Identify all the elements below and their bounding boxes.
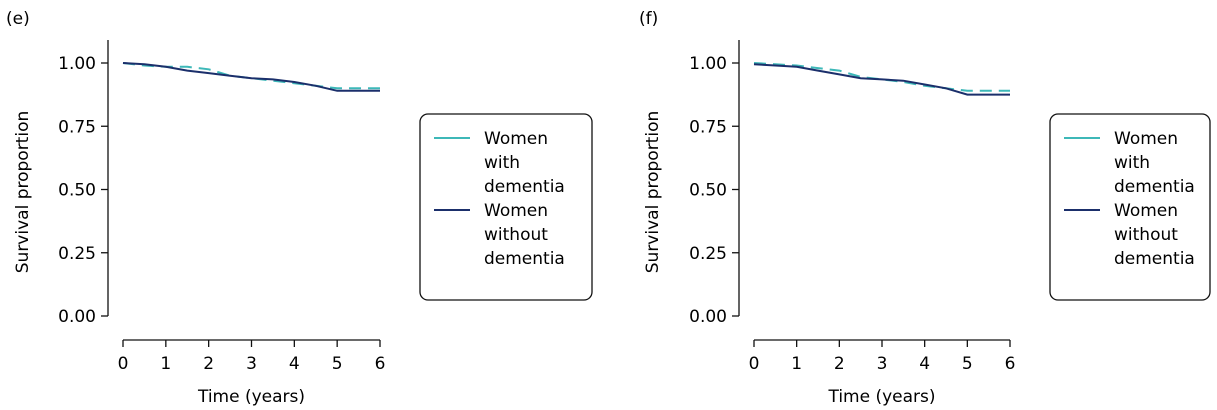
panel-e-x-tick-label: 4	[289, 354, 300, 374]
panel-f-label: (f)	[639, 9, 658, 29]
panel-f-y-tick-label: 0.00	[689, 307, 727, 327]
panel-e-series-line-without-dementia	[122, 62, 380, 92]
panel-e-y-axis-title: Survival proportion	[13, 111, 33, 274]
panel-e-legend-label: Women	[484, 129, 548, 149]
panel-f-legend-label: dementia	[1114, 249, 1195, 269]
panel-f-y-axis-title: Survival proportion	[643, 111, 663, 274]
panel-e-x-tick-label: 3	[246, 354, 257, 374]
panel-e-x-tick-label: 5	[332, 354, 343, 374]
panel-e-x-tick-label: 1	[160, 354, 171, 374]
panel-e-legend-label: dementia	[484, 177, 565, 197]
panel-f-x-tick-label: 4	[919, 354, 930, 374]
panel-f-y-tick-label: 0.75	[689, 117, 727, 137]
panel-f-legend-label: dementia	[1114, 177, 1195, 197]
panel-e-label: (e)	[6, 9, 30, 29]
panel-f-y-tick-label: 0.50	[689, 181, 727, 201]
panel-f-x-tick-label: 0	[749, 354, 760, 374]
panel-f-series-line-with-dementia	[753, 62, 1010, 92]
panel-e-legend	[419, 113, 593, 301]
panel-e-legend-label: without	[484, 225, 548, 245]
panel-e-legend-label: Women	[484, 201, 548, 221]
panel-f-legend-label: Women	[1114, 129, 1178, 149]
panel-e-legend-label: with	[484, 153, 520, 173]
panel-f-x-tick-label: 6	[1005, 354, 1016, 374]
panel-f-y-tick-label: 0.25	[689, 244, 727, 264]
panel-f-legend	[1049, 113, 1211, 301]
panel-e-y-tick-label: 0.75	[58, 117, 96, 137]
panel-f-series-line-without-dementia	[753, 63, 1010, 96]
panel-e-y-tick-label: 0.00	[58, 307, 96, 327]
panel-f-legend-label: without	[1114, 225, 1178, 245]
panel-e-y-tick-label: 0.25	[58, 244, 96, 264]
panel-f-x-axis-title: Time (years)	[827, 387, 935, 407]
panel-f-x-tick-label: 5	[962, 354, 973, 374]
panel-f-x-tick-label: 3	[877, 354, 888, 374]
panel-e-y-tick-label: 1.00	[58, 54, 96, 74]
panel-e-y-tick-label: 0.50	[58, 181, 96, 201]
panel-f-x-tick-label: 2	[834, 354, 845, 374]
panel-e-x-tick-label: 2	[203, 354, 214, 374]
panel-e-x-tick-label: 6	[375, 354, 386, 374]
panel-e-x-tick-label: 0	[118, 354, 129, 374]
panel-f-y-tick-label: 1.00	[689, 54, 727, 74]
panel-e-x-axis-title: Time (years)	[197, 387, 305, 407]
panel-f-x-tick-label: 1	[791, 354, 802, 374]
panel-f-legend-label: Women	[1114, 201, 1178, 221]
panel-e-legend-label: dementia	[484, 249, 565, 269]
panel-f-legend-label: with	[1114, 153, 1150, 173]
